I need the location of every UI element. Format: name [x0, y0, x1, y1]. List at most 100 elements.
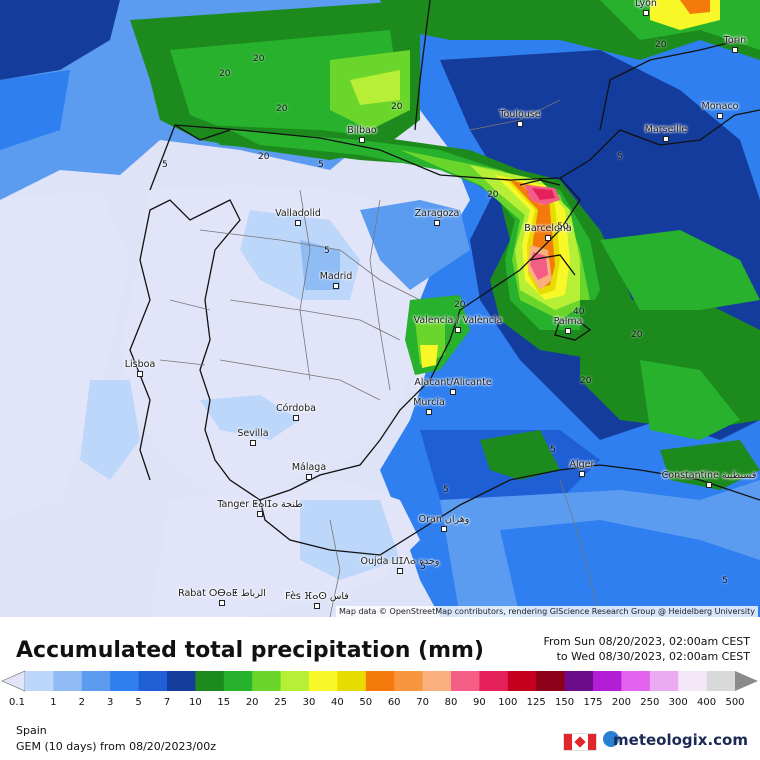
colorbar-tick-label: 70: [416, 697, 429, 708]
date-from: From Sun 08/20/2023, 02:00am CEST: [543, 635, 750, 648]
city-label: Oujda ⵡⵊⴷⴰ وجدة: [360, 556, 440, 567]
city-marker: [450, 389, 456, 395]
city-marker: [434, 220, 440, 226]
city-marker: [250, 440, 256, 446]
colorbar-segment: [678, 671, 708, 691]
colorbar-tick-label: 400: [697, 697, 717, 708]
city-label: Alacant/Alicante: [414, 377, 492, 388]
city-marker: [565, 328, 571, 334]
colorbar-segment: [422, 671, 452, 691]
map-attribution[interactable]: Map data © OpenStreetMap contributors, r…: [336, 606, 758, 617]
colorbar-tick-label: 25: [274, 697, 287, 708]
colorbar-segment: [25, 671, 54, 691]
colorbar-tick-label: 90: [473, 697, 486, 708]
colorbar-tick-label: 250: [640, 697, 660, 708]
contour-value-label: 50: [557, 222, 569, 232]
city-marker: [426, 409, 432, 415]
city-label: Fès ⴼⴰⵙ فاس: [285, 591, 349, 602]
city-marker: [314, 603, 320, 609]
city-label: Valladolid: [275, 208, 321, 219]
colorbar-segment: [309, 671, 338, 691]
colorbar-tick-label: 150: [555, 697, 575, 708]
colorbar-segment: [167, 671, 196, 691]
colorbar-tick-label: 200: [611, 697, 631, 708]
city-label: Rabat ⵔⴱⴰⵟ الرباط: [178, 588, 266, 599]
contour-value-label: 5: [420, 562, 426, 572]
colorbar-tick-label: 100: [498, 697, 518, 708]
colorbar-tick-label: 0.1: [9, 697, 25, 708]
city-marker: [717, 113, 723, 119]
colorbar-segment: [564, 671, 594, 691]
colorbar-segment: [280, 671, 310, 691]
colorbar-segment: [337, 671, 367, 691]
contour-value-label: 20: [219, 69, 231, 79]
colorbar-segment: [451, 671, 480, 691]
region-label: Spain: [16, 724, 47, 737]
contour-value-label: 5: [722, 576, 728, 586]
model-label: GEM (10 days) from 08/20/2023/00z: [16, 740, 216, 753]
city-marker: [295, 220, 301, 226]
contour-value-label: 20: [454, 300, 466, 310]
contour-value-label: 5: [324, 246, 330, 256]
colorbar-segment: [110, 671, 140, 691]
city-marker: [732, 47, 738, 53]
precipitation-map[interactable]: Lyon Torin Monaco Toulouse Marseille Bilbao Va…: [0, 0, 760, 617]
city-label: Torin: [723, 35, 747, 46]
city-label: Bilbao: [347, 125, 377, 136]
contour-value-label: 20: [276, 104, 288, 114]
brand-link[interactable]: meteologix.com: [613, 731, 748, 749]
city-label: Madrid: [319, 271, 353, 282]
contour-value-label: 20: [258, 152, 270, 162]
city-marker: [545, 235, 551, 241]
city-marker: [455, 327, 461, 333]
city-label: Málaga: [291, 462, 327, 473]
city-marker: [441, 526, 447, 532]
colorbar-tick-label: 125: [526, 697, 546, 708]
contour-value-label: 5: [617, 152, 623, 162]
contour-value-label: 5: [550, 445, 556, 455]
colorbar-segment: [621, 671, 651, 691]
contour-value-label: 20: [253, 54, 265, 64]
city-marker: [663, 136, 669, 142]
colorbar-min-arrow: [1, 670, 26, 692]
meteologix-logo-icon: [603, 731, 619, 747]
city-label: Constantine قسنطينة: [661, 470, 757, 481]
colorbar-segment: [507, 671, 537, 691]
contour-value-label: 5: [443, 485, 449, 495]
city-marker: [219, 600, 225, 606]
colorbar-tick-label: 1: [50, 697, 57, 708]
city-marker: [137, 371, 143, 377]
colorbar-segment: [479, 671, 509, 691]
city-marker: [359, 137, 365, 143]
city-label: Barcelona: [524, 223, 572, 234]
city-marker: [293, 415, 299, 421]
contour-value-label: 5: [318, 160, 324, 170]
city-label: Monaco: [701, 101, 739, 112]
colorbar-segment: [252, 671, 282, 691]
precipitation-field: [0, 0, 760, 617]
colorbar-tick-label: 40: [331, 697, 344, 708]
city-label: Valencia / València: [413, 315, 503, 326]
colorbar-segment: [536, 671, 566, 691]
colorbar-ticks: 0.1 1 2 3 5 7 10 15 20 25 30 40 50 60 70 80 90 100 125 150 1…: [9, 697, 745, 711]
colorbar-tick-label: 5: [135, 697, 142, 708]
contour-value-label: 20: [631, 330, 643, 340]
city-marker: [706, 482, 712, 488]
city-marker: [257, 511, 263, 517]
city-marker: [306, 474, 312, 480]
colorbar-segment: [593, 671, 622, 691]
city-label: Tanger ⵟⴰⵏⵊⴰ طنجة: [217, 499, 303, 510]
colorbar-tick-label: 3: [107, 697, 114, 708]
city-marker: [333, 283, 339, 289]
colorbar-tick-label: 30: [302, 697, 316, 708]
colorbar-segment: [81, 671, 111, 691]
city-label: Zaragoza: [414, 208, 460, 219]
contour-value-label: 20: [580, 376, 592, 386]
colorbar-segment: [53, 671, 83, 691]
colorbar-segment: [649, 671, 679, 691]
city-label: Lisboa: [124, 359, 156, 370]
precipitation-colorbar: [1, 670, 758, 692]
colorbar-tick-label: 10: [189, 697, 202, 708]
colorbar-segment: [138, 671, 168, 691]
city-label: Oran وهران: [418, 514, 470, 525]
